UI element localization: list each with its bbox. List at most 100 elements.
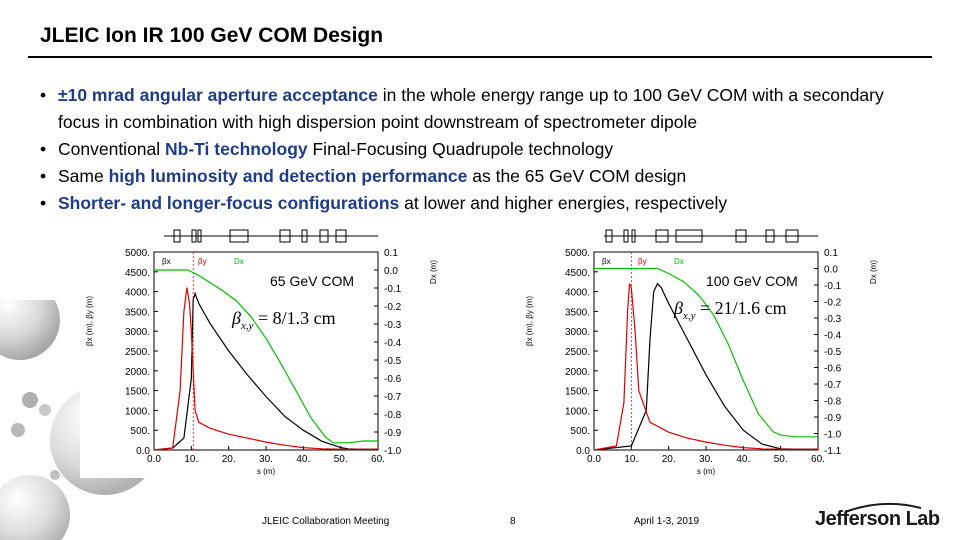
series-line-beta-y <box>153 287 378 451</box>
bullet-highlight: Shorter- and longer-focus configurations <box>58 193 400 213</box>
x-tick-label: 40. <box>296 454 310 465</box>
bullet-item: Conventional Nb-Ti technology Final-Focu… <box>36 136 926 163</box>
beta-star-annotation: βx,y = 21/1.6 cm <box>673 298 787 322</box>
y-tick-label: 1000. <box>565 406 590 417</box>
x-tick-label: 50. <box>774 454 788 465</box>
y2-tick-label: -0.3 <box>824 314 842 325</box>
y2-tick-label: -0.4 <box>384 338 402 349</box>
y2-tick-label: -0.4 <box>824 331 842 342</box>
y2-tick-label: -0.3 <box>384 320 402 331</box>
legend-entry: βx <box>602 257 611 266</box>
y2-tick-label: -0.6 <box>824 364 842 375</box>
x-tick-label: 50. <box>334 454 348 465</box>
y2-tick-label: 0.1 <box>824 248 838 259</box>
logo-swoosh-icon <box>844 502 922 513</box>
x-tick-label: 60. <box>371 454 385 465</box>
y2-tick-label: -0.2 <box>384 302 402 313</box>
lattice-magnet <box>655 229 669 243</box>
series-line-dx <box>154 269 378 444</box>
lattice-magnet <box>765 229 775 243</box>
chart-panel <box>520 222 884 478</box>
y-tick-label: 2500. <box>565 347 590 358</box>
lattice-magnet <box>675 229 703 243</box>
y-tick-label: 500. <box>131 426 150 437</box>
y-tick-label: 0.0 <box>576 446 590 457</box>
bullet-item: Same high luminosity and detection perfo… <box>36 163 926 190</box>
lattice-magnet <box>229 229 249 243</box>
y2-tick-label: -0.8 <box>384 410 402 421</box>
x-tick-label: 60. <box>811 454 825 465</box>
lattice-magnet <box>173 229 181 243</box>
lattice-magnet <box>605 229 613 243</box>
y-tick-label: 3000. <box>125 327 150 338</box>
bullet-list: ±10 mrad angular aperture acceptance in … <box>36 82 926 217</box>
x-tick-label: 0.0 <box>587 454 601 465</box>
y-tick-label: 1500. <box>565 387 590 398</box>
lattice-magnet <box>631 229 636 243</box>
y-axis-label: βx (m), βy (m) <box>85 296 94 346</box>
footer-page-number: 8 <box>510 516 516 527</box>
lattice-magnet <box>623 229 629 243</box>
y-tick-label: 2000. <box>565 367 590 378</box>
bullet-highlight: high luminosity and detection performanc… <box>108 166 468 186</box>
beta-function-chart-100gev: 0.0 500. 1000. 1500. 2000. 2500. 3000. 3500. 400… <box>520 222 884 478</box>
beta-star-annotation: βx,y = 8/1.3 cm <box>231 308 336 332</box>
legend-entry: Dx <box>234 257 244 266</box>
x-tick-label: 20. <box>662 454 676 465</box>
legend-entry: βy <box>198 257 207 266</box>
lattice-magnet <box>335 229 347 243</box>
chart-title: 100 GeV COM <box>706 273 798 289</box>
lattice-magnet <box>785 229 799 243</box>
beta-function-chart-65gev: 0.0 500. 1000. 1500. 2000. 2500. 3000. 3500. 400… <box>80 222 440 478</box>
footer-date: April 1-3, 2019 <box>634 516 700 527</box>
y-tick-label: 3500. <box>125 307 150 318</box>
bullet-highlight: Nb-Ti technology <box>165 139 308 159</box>
lattice-magnet <box>319 229 329 243</box>
y2-tick-label: -0.1 <box>384 284 402 295</box>
y2-tick-label: -1.0 <box>384 446 402 457</box>
y-tick-label: 4500. <box>565 268 590 279</box>
y2-tick-label: 0.1 <box>384 248 398 259</box>
lattice-magnet <box>197 229 202 243</box>
y-tick-label: 500. <box>571 426 590 437</box>
y2-tick-label: -0.6 <box>384 374 402 385</box>
legend-entry: βy <box>638 257 647 266</box>
y2-axis-label: Dx (m) <box>869 260 878 284</box>
y2-tick-label: -0.7 <box>384 392 402 403</box>
y-tick-label: 0.0 <box>136 446 150 457</box>
y2-tick-label: 0.0 <box>384 266 398 277</box>
x-tick-label: 20. <box>222 454 236 465</box>
y-tick-label: 4500. <box>125 268 150 279</box>
x-axis-label: s (m) <box>697 467 716 476</box>
y-tick-label: 5000. <box>125 248 150 259</box>
y2-tick-label: -0.9 <box>384 428 402 439</box>
lattice-magnet <box>279 229 291 243</box>
bullet-highlight: ±10 mrad angular aperture acceptance <box>58 85 378 105</box>
y2-tick-label: -1.1 <box>824 446 842 457</box>
series-line-beta-x <box>153 291 378 451</box>
y-tick-label: 3000. <box>565 327 590 338</box>
y-tick-label: 1500. <box>125 387 150 398</box>
series-line-beta-x <box>593 282 818 451</box>
x-tick-label: 30. <box>259 454 273 465</box>
y-tick-label: 1000. <box>125 406 150 417</box>
y-axis-label: βx (m), βy (m) <box>525 296 534 346</box>
y2-tick-label: -0.7 <box>824 380 842 391</box>
y2-tick-label: -0.8 <box>824 397 842 408</box>
x-tick-label: 30. <box>699 454 713 465</box>
x-tick-label: 40. <box>736 454 750 465</box>
lattice-magnet <box>735 229 747 243</box>
y-tick-label: 2000. <box>125 367 150 378</box>
y2-tick-label: -0.5 <box>384 356 402 367</box>
legend-entry: βx <box>162 257 171 266</box>
x-tick-label: 10. <box>184 454 198 465</box>
x-tick-label: 0.0 <box>147 454 161 465</box>
title-divider <box>28 56 932 58</box>
y2-tick-label: 0.0 <box>824 265 838 276</box>
y-tick-label: 2500. <box>125 347 150 358</box>
y2-axis-label: Dx (m) <box>429 260 438 284</box>
y2-tick-label: -0.5 <box>824 347 842 358</box>
y-tick-label: 4000. <box>125 288 150 299</box>
lattice-magnet <box>301 229 308 243</box>
y2-tick-label: -0.2 <box>824 298 842 309</box>
